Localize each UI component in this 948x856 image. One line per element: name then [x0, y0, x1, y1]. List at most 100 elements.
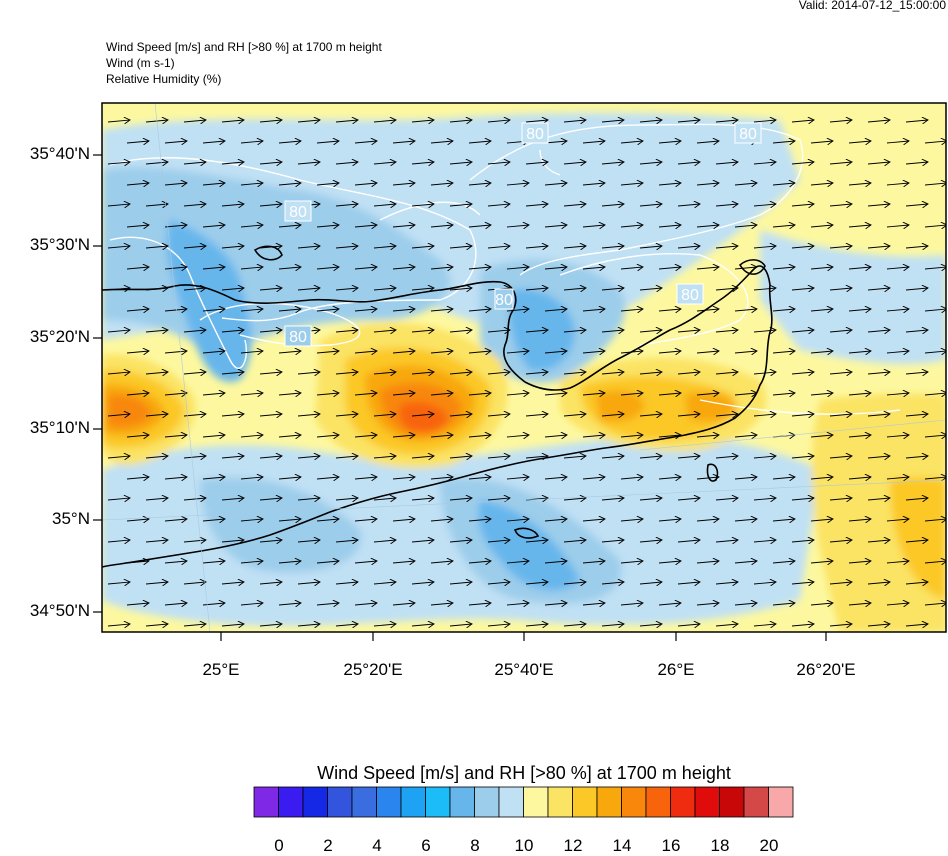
wind-arrow [544, 393, 567, 395]
wind-arrow [715, 162, 738, 164]
wind-arrow [240, 183, 263, 185]
wind-arrow [525, 414, 548, 416]
colorbar-box [253, 786, 279, 818]
wind-arrow [506, 477, 529, 479]
colorbar-tick-label: 6 [421, 836, 431, 855]
wind-arrow [449, 582, 472, 584]
wind-arrow [696, 519, 719, 521]
axis-ticks [93, 154, 827, 641]
wind-arrow [791, 414, 814, 416]
wind-arrow [563, 540, 586, 542]
wind-arrow [924, 435, 946, 437]
wind-arrow [582, 225, 605, 227]
wind-arrow [620, 141, 643, 143]
wind-arrow [411, 288, 434, 290]
wind-arrow [848, 309, 871, 311]
wind-arrow [373, 162, 396, 164]
wind-arrow [202, 309, 225, 311]
wind-arrow [829, 162, 852, 164]
wind-arrow [202, 141, 225, 143]
wind-arrow [620, 267, 643, 269]
wind-arrow [563, 330, 586, 332]
wind-arrow [335, 330, 358, 332]
colorbar-tick-label: 14 [612, 836, 632, 855]
wind-arrow [810, 477, 833, 479]
wind-arrow [240, 519, 263, 521]
wind-arrow [544, 141, 567, 143]
wind-arrow [449, 288, 472, 290]
wind-arrow [791, 204, 814, 206]
wind-arrow [259, 330, 282, 332]
wind-arrow [164, 393, 187, 395]
lon-label: 26°20'E [796, 660, 856, 679]
wind-arrow [829, 582, 852, 584]
colorbar-box [351, 786, 377, 818]
colorbar-box [768, 786, 794, 818]
wind-arrow [354, 267, 377, 269]
wind-arrow [430, 603, 453, 605]
wind-arrow [411, 498, 434, 500]
wind-arrow [658, 393, 681, 395]
wind-arrow [734, 477, 757, 479]
wind-arrow [563, 246, 586, 248]
lon-label: 25°40'E [494, 660, 554, 679]
wind-arrow [563, 414, 586, 416]
wind-arrow [544, 183, 567, 185]
wind-arrow [316, 309, 339, 311]
wind-arrow [373, 498, 396, 500]
amber-southeast [890, 477, 946, 600]
wind-arrow [145, 540, 168, 542]
wind-arrow [373, 414, 396, 416]
wind-arrow [240, 309, 263, 311]
wind-arrow [905, 120, 928, 122]
wind-arrow [620, 519, 643, 521]
wind-arrow [791, 246, 814, 248]
wind-arrow [905, 288, 928, 290]
lat-label: 34°50'N [29, 601, 90, 620]
wind-arrow [677, 204, 700, 206]
wind-arrow [468, 225, 491, 227]
wind-arrow [354, 141, 377, 143]
wind-arrow [525, 330, 548, 332]
wind-arrow [354, 183, 377, 185]
wind-arrow [734, 309, 757, 311]
wind-arrow [183, 288, 206, 290]
wind-arrow [639, 414, 662, 416]
wind-arrow [487, 456, 510, 458]
wind-arrow [335, 624, 358, 626]
wind-arrow [316, 603, 339, 605]
lat-label: 35°20'N [29, 327, 90, 346]
wind-arrow [411, 414, 434, 416]
wind-arrow [449, 624, 472, 626]
wind-arrow [658, 309, 681, 311]
wind-arrow [297, 624, 320, 626]
wind-arrow [221, 330, 244, 332]
wind-arrow [829, 246, 852, 248]
wind-arrow [145, 288, 168, 290]
rh-contour-label: 80 [681, 287, 699, 304]
wind-arrow [240, 603, 263, 605]
wind-arrow [259, 624, 282, 626]
wind-arrow [278, 435, 301, 437]
colorbar-box [694, 786, 720, 818]
wind-arrow [411, 456, 434, 458]
colorbar-box [596, 786, 622, 818]
wind-arrow [886, 393, 909, 395]
wind-arrow [696, 435, 719, 437]
east-cape [738, 259, 766, 275]
wind-arrow [487, 162, 510, 164]
colorbar-box [327, 786, 353, 818]
wind-arrow [411, 540, 434, 542]
wind-arrow [734, 603, 757, 605]
wind-arrow [544, 519, 567, 521]
wind-arrow [772, 519, 795, 521]
colorbar-tick-label: 16 [661, 836, 681, 855]
wind-arrow [658, 141, 681, 143]
wind-arrow [145, 372, 168, 374]
wind-arrow [278, 519, 301, 521]
header-line-2: Wind (m s-1) [106, 56, 175, 70]
wind-arrow [791, 456, 814, 458]
wind-arrow [924, 519, 946, 521]
wind-arrow [278, 183, 301, 185]
